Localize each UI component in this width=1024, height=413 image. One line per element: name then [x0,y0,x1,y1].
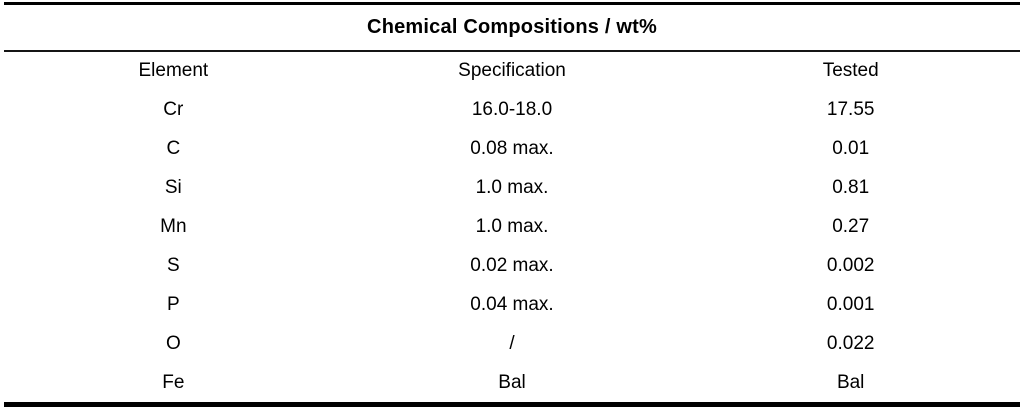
specification-cell: Bal [498,371,526,393]
table-title: Chemical Compositions / wt% [367,16,657,38]
specification-cell: / [509,332,515,354]
table-title-row: Chemical Compositions / wt% [4,5,1020,50]
element-cell: Mn [160,215,187,237]
table-row: Si 1.0 max. 0.81 [4,168,1020,207]
specification-cell: 1.0 max. [475,176,549,198]
specification-cell: 1.0 max. [475,215,549,237]
tested-cell: 0.022 [826,332,875,354]
header-row: Element Specification Tested [4,52,1020,90]
composition-table: Chemical Compositions / wt% Element Spec… [4,2,1020,407]
tested-cell: 0.27 [832,215,870,237]
specification-cell: 0.04 max. [470,293,554,315]
tested-cell: Bal [836,371,865,393]
tested-cell: 0.002 [826,254,875,276]
element-cell: Cr [163,98,184,120]
specification-cell: 0.02 max. [470,254,554,276]
table-row: Mn 1.0 max. 0.27 [4,207,1020,246]
table-row: O / 0.022 [4,324,1020,363]
table-row: Cr 16.0-18.0 17.55 [4,90,1020,129]
element-cell: Fe [162,371,185,393]
title-rule [4,50,1020,52]
tested-cell: 0.001 [826,293,875,315]
tested-cell: 17.55 [826,98,875,120]
element-cell: C [166,137,181,159]
element-cell: S [166,254,180,276]
tested-cell: 0.81 [832,176,870,198]
column-header-tested: Tested [822,60,879,81]
element-cell: Si [164,176,182,198]
tested-cell: 0.01 [832,137,870,159]
table-row: Fe Bal Bal [4,363,1020,402]
bottom-rule [4,402,1020,407]
element-cell: O [165,332,181,354]
element-cell: P [166,293,180,315]
specification-cell: 0.08 max. [470,137,554,159]
specification-cell: 16.0-18.0 [471,98,553,120]
column-header-specification: Specification [458,60,566,81]
top-rule [4,2,1020,5]
column-header-element: Element [138,60,209,81]
table-row: P 0.04 max. 0.001 [4,285,1020,324]
table-row: C 0.08 max. 0.01 [4,129,1020,168]
table-row: S 0.02 max. 0.002 [4,246,1020,285]
